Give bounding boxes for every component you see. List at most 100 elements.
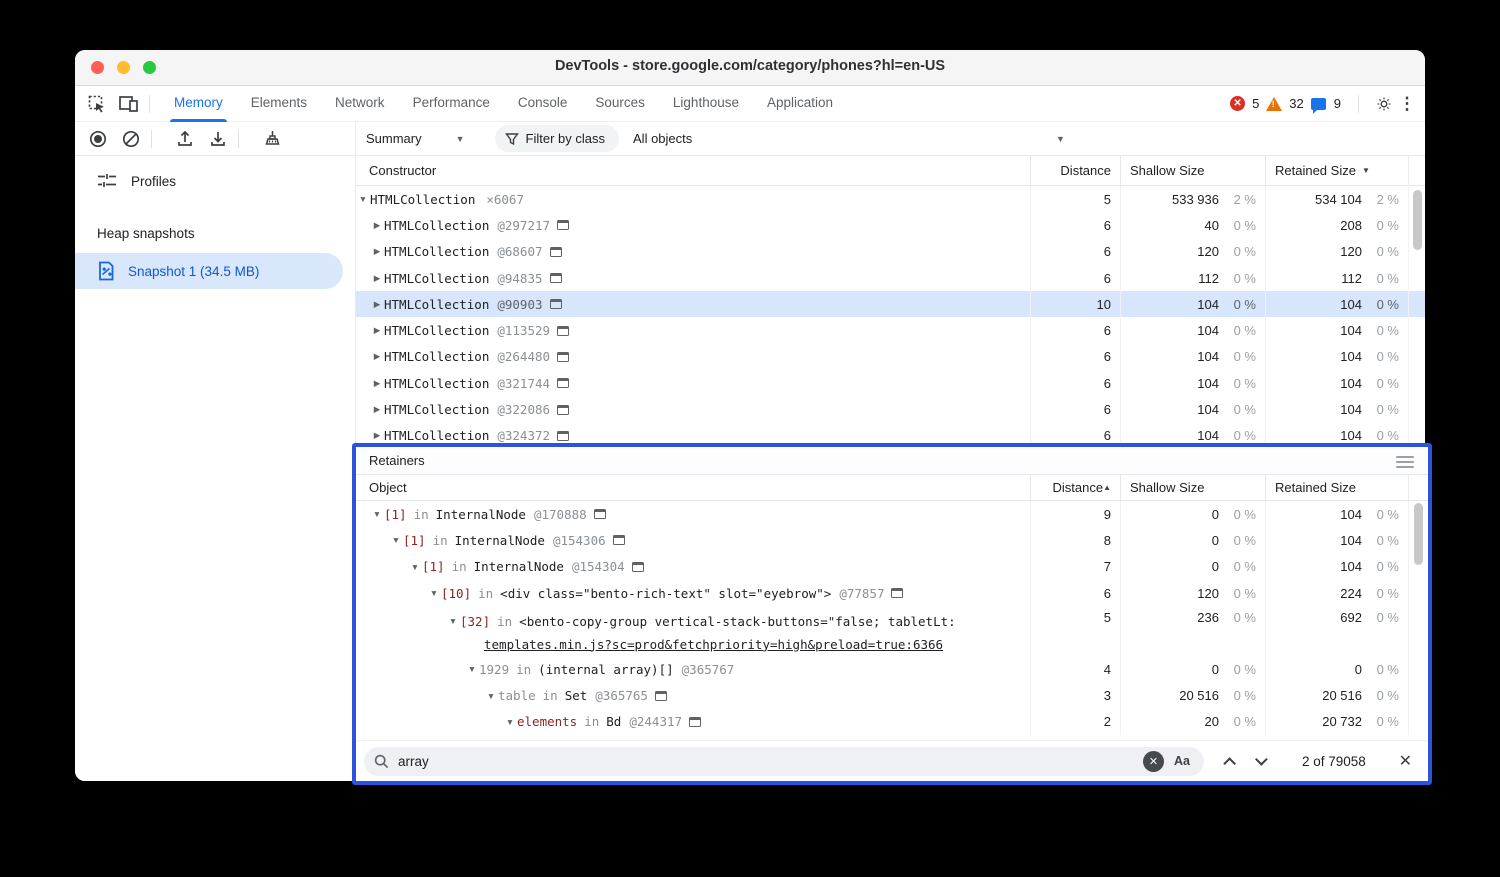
menu-icon[interactable]	[1396, 456, 1414, 471]
column-shallow-size[interactable]: Shallow Size	[1120, 475, 1265, 500]
column-retained-size[interactable]: Retained Size ▼	[1265, 156, 1408, 185]
warning-count[interactable]: 32	[1289, 96, 1304, 111]
disclosure-collapsed-icon[interactable]: ▶	[373, 430, 381, 441]
disclosure-expanded-icon[interactable]: ▼	[372, 509, 382, 520]
more-options-icon[interactable]: ⋮	[1398, 93, 1416, 113]
tab-elements[interactable]: Elements	[250, 94, 308, 110]
scrollbar-thumb[interactable]	[1413, 190, 1422, 250]
search-query[interactable]: array	[398, 753, 429, 769]
close-window-button[interactable]	[91, 61, 104, 74]
reveal-icon[interactable]	[593, 509, 606, 520]
reveal-icon[interactable]	[557, 404, 570, 415]
disclosure-expanded-icon[interactable]: ▼	[358, 194, 368, 205]
disclosure-expanded-icon[interactable]: ▼	[467, 664, 477, 675]
previous-result-button[interactable]	[1214, 748, 1240, 774]
table-row[interactable]: ▶ HTMLCollection @113529 6 104 0 % 104 0 %	[356, 317, 1425, 344]
table-row[interactable]: ▶ HTMLCollection @321744 6 104 0 % 104 0 %	[356, 370, 1425, 397]
tab-performance[interactable]: Performance	[412, 94, 490, 110]
next-result-button[interactable]	[1250, 748, 1276, 774]
reveal-icon[interactable]	[557, 378, 570, 389]
tab-network[interactable]: Network	[335, 94, 385, 110]
disclosure-collapsed-icon[interactable]: ▶	[373, 377, 381, 388]
reveal-icon[interactable]	[689, 716, 702, 727]
inspect-element-icon[interactable]	[87, 94, 107, 114]
tab-console[interactable]: Console	[517, 94, 568, 110]
reveal-icon[interactable]	[557, 430, 570, 441]
column-constructor[interactable]: Constructor	[369, 163, 437, 178]
tab-lighthouse[interactable]: Lighthouse	[672, 94, 739, 110]
perspective-select[interactable]: Summary ▼	[366, 131, 465, 146]
sidebar-item-snapshot-1[interactable]: Snapshot 1 (34.5 MB)	[75, 253, 343, 289]
column-retained-size[interactable]: Retained Size	[1265, 475, 1408, 500]
match-case-toggle[interactable]: Aa	[1174, 754, 1190, 768]
scrollbar-thumb[interactable]	[1414, 503, 1423, 565]
reveal-icon[interactable]	[631, 561, 644, 572]
chevron-down-icon[interactable]: ▼	[1056, 133, 1065, 144]
tab-application[interactable]: Application	[766, 94, 834, 110]
table-row[interactable]: ▶ HTMLCollection @322086 6 104 0 % 104 0 %	[356, 396, 1425, 423]
disclosure-collapsed-icon[interactable]: ▶	[373, 219, 381, 230]
clear-search-icon[interactable]: ✕	[1143, 750, 1165, 772]
retainer-row[interactable]: ▼ elements in Bd @244317 2 20 0 % 20 732 0 %	[356, 708, 1428, 736]
messages-icon[interactable]	[1311, 96, 1327, 114]
reveal-icon[interactable]	[557, 351, 570, 362]
reveal-icon[interactable]	[612, 535, 625, 546]
disclosure-expanded-icon[interactable]: ▼	[486, 690, 496, 701]
settings-gear-icon[interactable]	[1376, 96, 1392, 112]
retainer-row[interactable]: ▼ table in Set @365765 3 20 516 0 % 20 516 0 %	[356, 682, 1428, 709]
save-profile-icon[interactable]	[208, 129, 228, 149]
tab-sources[interactable]: Sources	[595, 94, 645, 110]
collect-garbage-icon[interactable]	[262, 129, 282, 149]
close-search-icon[interactable]: ✕	[1398, 753, 1412, 770]
column-distance[interactable]: Distance	[1030, 156, 1120, 185]
error-count[interactable]: 5	[1252, 96, 1260, 111]
reveal-icon[interactable]	[549, 273, 562, 284]
table-row[interactable]: ▶ HTMLCollection @68607 6 120 0 % 120 0 %	[356, 238, 1425, 265]
column-shallow-size[interactable]: Shallow Size	[1120, 156, 1265, 185]
reveal-icon[interactable]	[654, 690, 667, 701]
table-row[interactable]: ▶ HTMLCollection @324372 6 104 0 % 104 0 %	[356, 422, 1425, 449]
disclosure-expanded-icon[interactable]: ▼	[429, 588, 439, 599]
search-input[interactable]: array ✕ Aa	[364, 746, 1204, 776]
disclosure-collapsed-icon[interactable]: ▶	[373, 298, 381, 309]
disclosure-collapsed-icon[interactable]: ▶	[373, 246, 381, 257]
table-row[interactable]: ▼ HTMLCollection ×6067 5 533 936 2 % 534 10…	[356, 186, 1425, 250]
reveal-icon[interactable]	[557, 325, 570, 336]
disclosure-collapsed-icon[interactable]: ▶	[373, 325, 381, 336]
scrollbar[interactable]	[1408, 475, 1428, 500]
source-link[interactable]: templates.min.js?sc=prod&fetchpriority=h…	[484, 636, 944, 652]
reveal-icon[interactable]	[549, 299, 562, 310]
table-row[interactable]: ▶ HTMLCollection @264480 6 104 0 % 104 0 %	[356, 343, 1425, 371]
objects-select[interactable]: All objects	[633, 131, 692, 146]
retainer-row[interactable]: ▼ [10] in <div class="bento-rich-text" slot…	[356, 579, 1428, 607]
disclosure-collapsed-icon[interactable]: ▶	[373, 404, 381, 415]
warning-icon[interactable]	[1266, 96, 1283, 112]
device-toolbar-icon[interactable]	[119, 94, 139, 114]
disclosure-expanded-icon[interactable]: ▼	[505, 716, 515, 727]
disclosure-expanded-icon[interactable]: ▼	[410, 561, 420, 572]
load-profile-icon[interactable]	[175, 129, 195, 149]
message-count[interactable]: 9	[1333, 96, 1341, 111]
tab-memory[interactable]: Memory	[160, 86, 237, 122]
table-row[interactable]: ▶ HTMLCollection @94835 6 112 0 % 112 0 %	[356, 264, 1425, 292]
disclosure-collapsed-icon[interactable]: ▶	[373, 351, 381, 362]
scrollbar[interactable]	[1408, 156, 1425, 185]
column-object[interactable]: Object	[369, 480, 407, 495]
retainer-row[interactable]: ▼ [32] in <bento-copy-group vertical-stack-…	[356, 606, 1428, 657]
disclosure-expanded-icon[interactable]: ▼	[391, 535, 401, 546]
profiles-header[interactable]: Profiles	[75, 156, 355, 204]
column-distance[interactable]: Distance ▲	[1030, 475, 1120, 500]
reveal-icon[interactable]	[891, 588, 904, 599]
minimize-window-button[interactable]	[117, 61, 130, 74]
table-row[interactable]: ▶ HTMLCollection @297217 6 40 0 % 208 0 %	[356, 212, 1425, 239]
disclosure-collapsed-icon[interactable]: ▶	[373, 272, 381, 283]
reveal-icon[interactable]	[549, 246, 562, 257]
table-row-selected[interactable]: ▶ HTMLCollection @90903 10 104 0 % 104 0 %	[356, 291, 1425, 318]
class-filter[interactable]: Filter by class	[494, 125, 620, 152]
reveal-icon[interactable]	[557, 220, 570, 231]
clear-profiles-icon[interactable]	[121, 129, 141, 149]
